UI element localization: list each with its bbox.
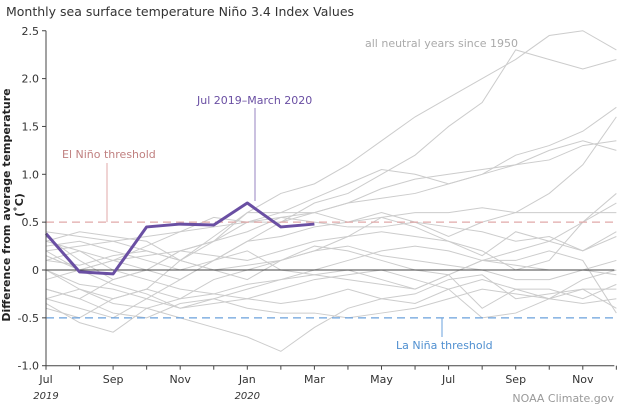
neutral-year-line-3 bbox=[45, 140, 617, 319]
y-tick-label: 0.5 bbox=[22, 216, 40, 229]
x-year-label: 2020 bbox=[235, 391, 260, 402]
x-tick-label: May bbox=[370, 373, 393, 386]
x-tick-label: Jul bbox=[441, 373, 455, 386]
y-tick-label: 1.0 bbox=[22, 168, 40, 181]
neutral-year-line-4 bbox=[45, 140, 617, 271]
neutral-year-line-6 bbox=[45, 207, 617, 261]
y-tick-label: -1.0 bbox=[18, 360, 39, 373]
x-tick-label: Jul bbox=[38, 373, 52, 386]
x-tick-label: Mar bbox=[304, 373, 325, 386]
x-tick-label: Nov bbox=[169, 373, 191, 386]
y-tick-label: 1.5 bbox=[22, 120, 40, 133]
neutral-year-line-11 bbox=[45, 236, 617, 319]
la-nina-threshold-label: La Niña threshold bbox=[396, 339, 493, 352]
x-year-label: 2019 bbox=[33, 391, 58, 402]
neutral-year-line-17 bbox=[45, 250, 617, 333]
y-tick-label: 0 bbox=[32, 264, 39, 277]
y-tick-label: 2.0 bbox=[22, 73, 40, 86]
neutral-year-line-7 bbox=[45, 202, 617, 281]
neutral-year-line-12 bbox=[45, 245, 617, 309]
neutral-years-label: all neutral years since 1950 bbox=[365, 37, 518, 50]
highlight-label: Jul 2019–March 2020 bbox=[196, 94, 312, 107]
neutral-year-line-13 bbox=[45, 269, 617, 352]
x-tick-label: Jan bbox=[238, 373, 256, 386]
neutral-year-line-14 bbox=[45, 255, 617, 309]
x-tick-label: Sep bbox=[505, 373, 526, 386]
neutral-year-line-1 bbox=[45, 49, 617, 271]
neutral-year-line-18 bbox=[45, 240, 617, 309]
x-tick-label: Sep bbox=[103, 373, 124, 386]
chart-title: Monthly sea surface temperature Niño 3.4… bbox=[6, 4, 355, 19]
neutral-year-line-9 bbox=[45, 193, 617, 281]
neutral-year-line-15 bbox=[45, 288, 617, 319]
y-tick-label: 2.5 bbox=[22, 25, 40, 38]
y-tick-label: -0.5 bbox=[18, 312, 39, 325]
x-tick-label: Nov bbox=[572, 373, 594, 386]
el-nino-threshold-label: El Niño threshold bbox=[62, 148, 156, 161]
credit-text: NOAA Climate.gov bbox=[512, 392, 614, 405]
